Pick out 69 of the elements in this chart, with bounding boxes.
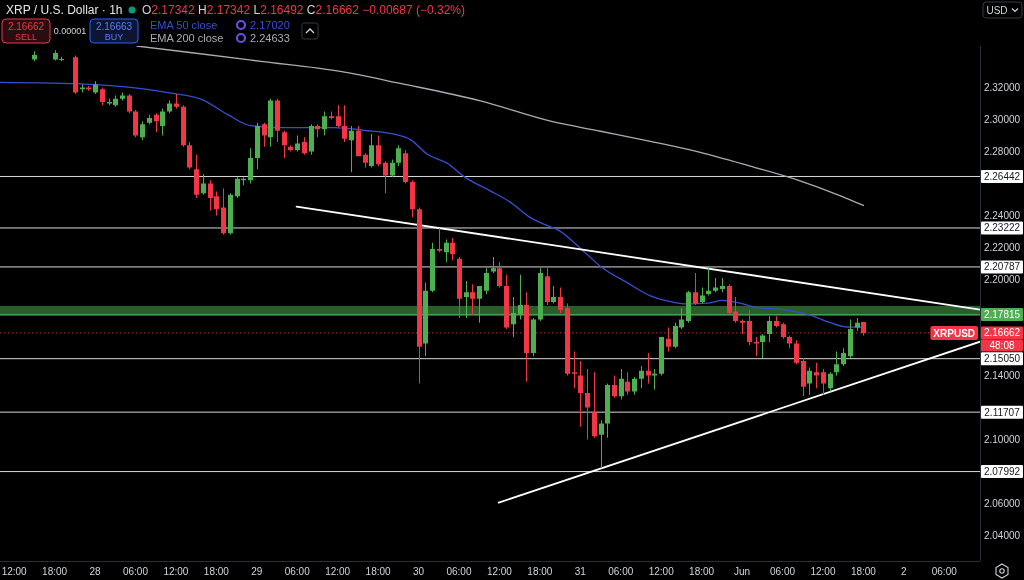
y-tick-label: 2.20000 xyxy=(983,274,1021,286)
x-tick-label: 18:00 xyxy=(42,565,68,577)
y-tick-label: 2.26442 xyxy=(983,170,1021,182)
candlestick xyxy=(693,273,698,306)
candlestick xyxy=(437,228,442,253)
y-tick-label: 2.07992 xyxy=(983,466,1021,478)
x-tick-label: 31 xyxy=(574,565,587,577)
x-tick-label: 18:00 xyxy=(365,565,392,577)
x-tick-label: Jun xyxy=(734,565,751,577)
x-tick-label: 12:00 xyxy=(325,565,351,577)
x-tick-label: 12:00 xyxy=(163,565,189,577)
y-tick-label: 2.15050 xyxy=(983,353,1021,365)
x-tick-label: 29 xyxy=(251,565,263,577)
series-label: EMA 200 close xyxy=(150,32,224,44)
x-tick-label: 28 xyxy=(89,565,102,577)
y-tick-label: 2.10000 xyxy=(983,433,1021,445)
text: BUY xyxy=(104,32,124,42)
candlestick xyxy=(572,351,577,389)
x-tick-label: 12:00 xyxy=(486,565,513,577)
y-tick-label: 2.14000 xyxy=(983,369,1021,381)
x-tick-label: 18:00 xyxy=(689,565,715,577)
x-tick-label: 06:00 xyxy=(122,565,149,577)
candlestick xyxy=(578,361,583,427)
text: 0.00001 xyxy=(53,26,87,36)
candlestick xyxy=(329,111,334,120)
y-tick-label: 2.28000 xyxy=(983,146,1021,158)
x-tick-label: 06:00 xyxy=(931,565,958,577)
x-tick-label: 12:00 xyxy=(648,565,675,577)
chart-title: XRP / U.S. Dollar · 1h xyxy=(6,3,123,17)
text: 2.16663 xyxy=(95,20,133,32)
text: O2.17342 H2.17342 L2.16492 C2.16662 −0.00687 (−0.32%) xyxy=(142,3,465,17)
y-axis-title: USD xyxy=(986,4,1008,16)
y-tick-label: 2.04000 xyxy=(983,529,1021,541)
x-tick-label: 30 xyxy=(412,565,425,577)
x-tick-label: 06:00 xyxy=(446,565,472,577)
y-tick-label: 2.32000 xyxy=(983,82,1021,94)
text: 2.24633 xyxy=(250,32,290,44)
annotation: XRPUSD xyxy=(933,327,976,339)
candlestick xyxy=(551,285,556,304)
x-tick-label: 18:00 xyxy=(527,565,553,577)
text: 2.17020 xyxy=(250,19,290,31)
x-tick-label: 12:00 xyxy=(810,565,836,577)
candlestick xyxy=(470,284,475,315)
y-tick-label: 2.20787 xyxy=(983,261,1021,273)
y-tick-label: 2.11707 xyxy=(984,406,1021,418)
candlestick xyxy=(599,420,604,469)
x-tick-label: 06:00 xyxy=(770,565,796,577)
text: SELL xyxy=(14,32,38,42)
y-tick-label: 2.30000 xyxy=(983,114,1021,126)
candlestick xyxy=(491,257,496,274)
text: EMA 50 close xyxy=(150,19,218,31)
annotation: 48:08 xyxy=(989,339,1015,351)
candlestick xyxy=(336,105,341,128)
x-tick-label: 18:00 xyxy=(203,565,230,577)
x-tick-label: 12:00 xyxy=(1,565,28,577)
x-tick-label: 2 xyxy=(901,565,908,577)
y-tick-label: 2.06000 xyxy=(983,497,1021,509)
y-tick-label: 2.23222 xyxy=(983,222,1021,234)
candlestick xyxy=(706,268,711,296)
y-tick-label: 2.22000 xyxy=(983,242,1021,254)
text: 2.16662 xyxy=(7,20,45,32)
x-tick-label: 06:00 xyxy=(284,565,311,577)
x-tick-label: 06:00 xyxy=(608,565,634,577)
candlestick xyxy=(760,333,765,358)
y-tick-label: 2.16662 xyxy=(983,327,1021,339)
y-tick-label: 2.17815 xyxy=(983,308,1021,320)
x-tick-label: 18:00 xyxy=(850,565,877,577)
y-tick-label: 2.24000 xyxy=(983,210,1021,222)
candlestick xyxy=(262,122,267,147)
